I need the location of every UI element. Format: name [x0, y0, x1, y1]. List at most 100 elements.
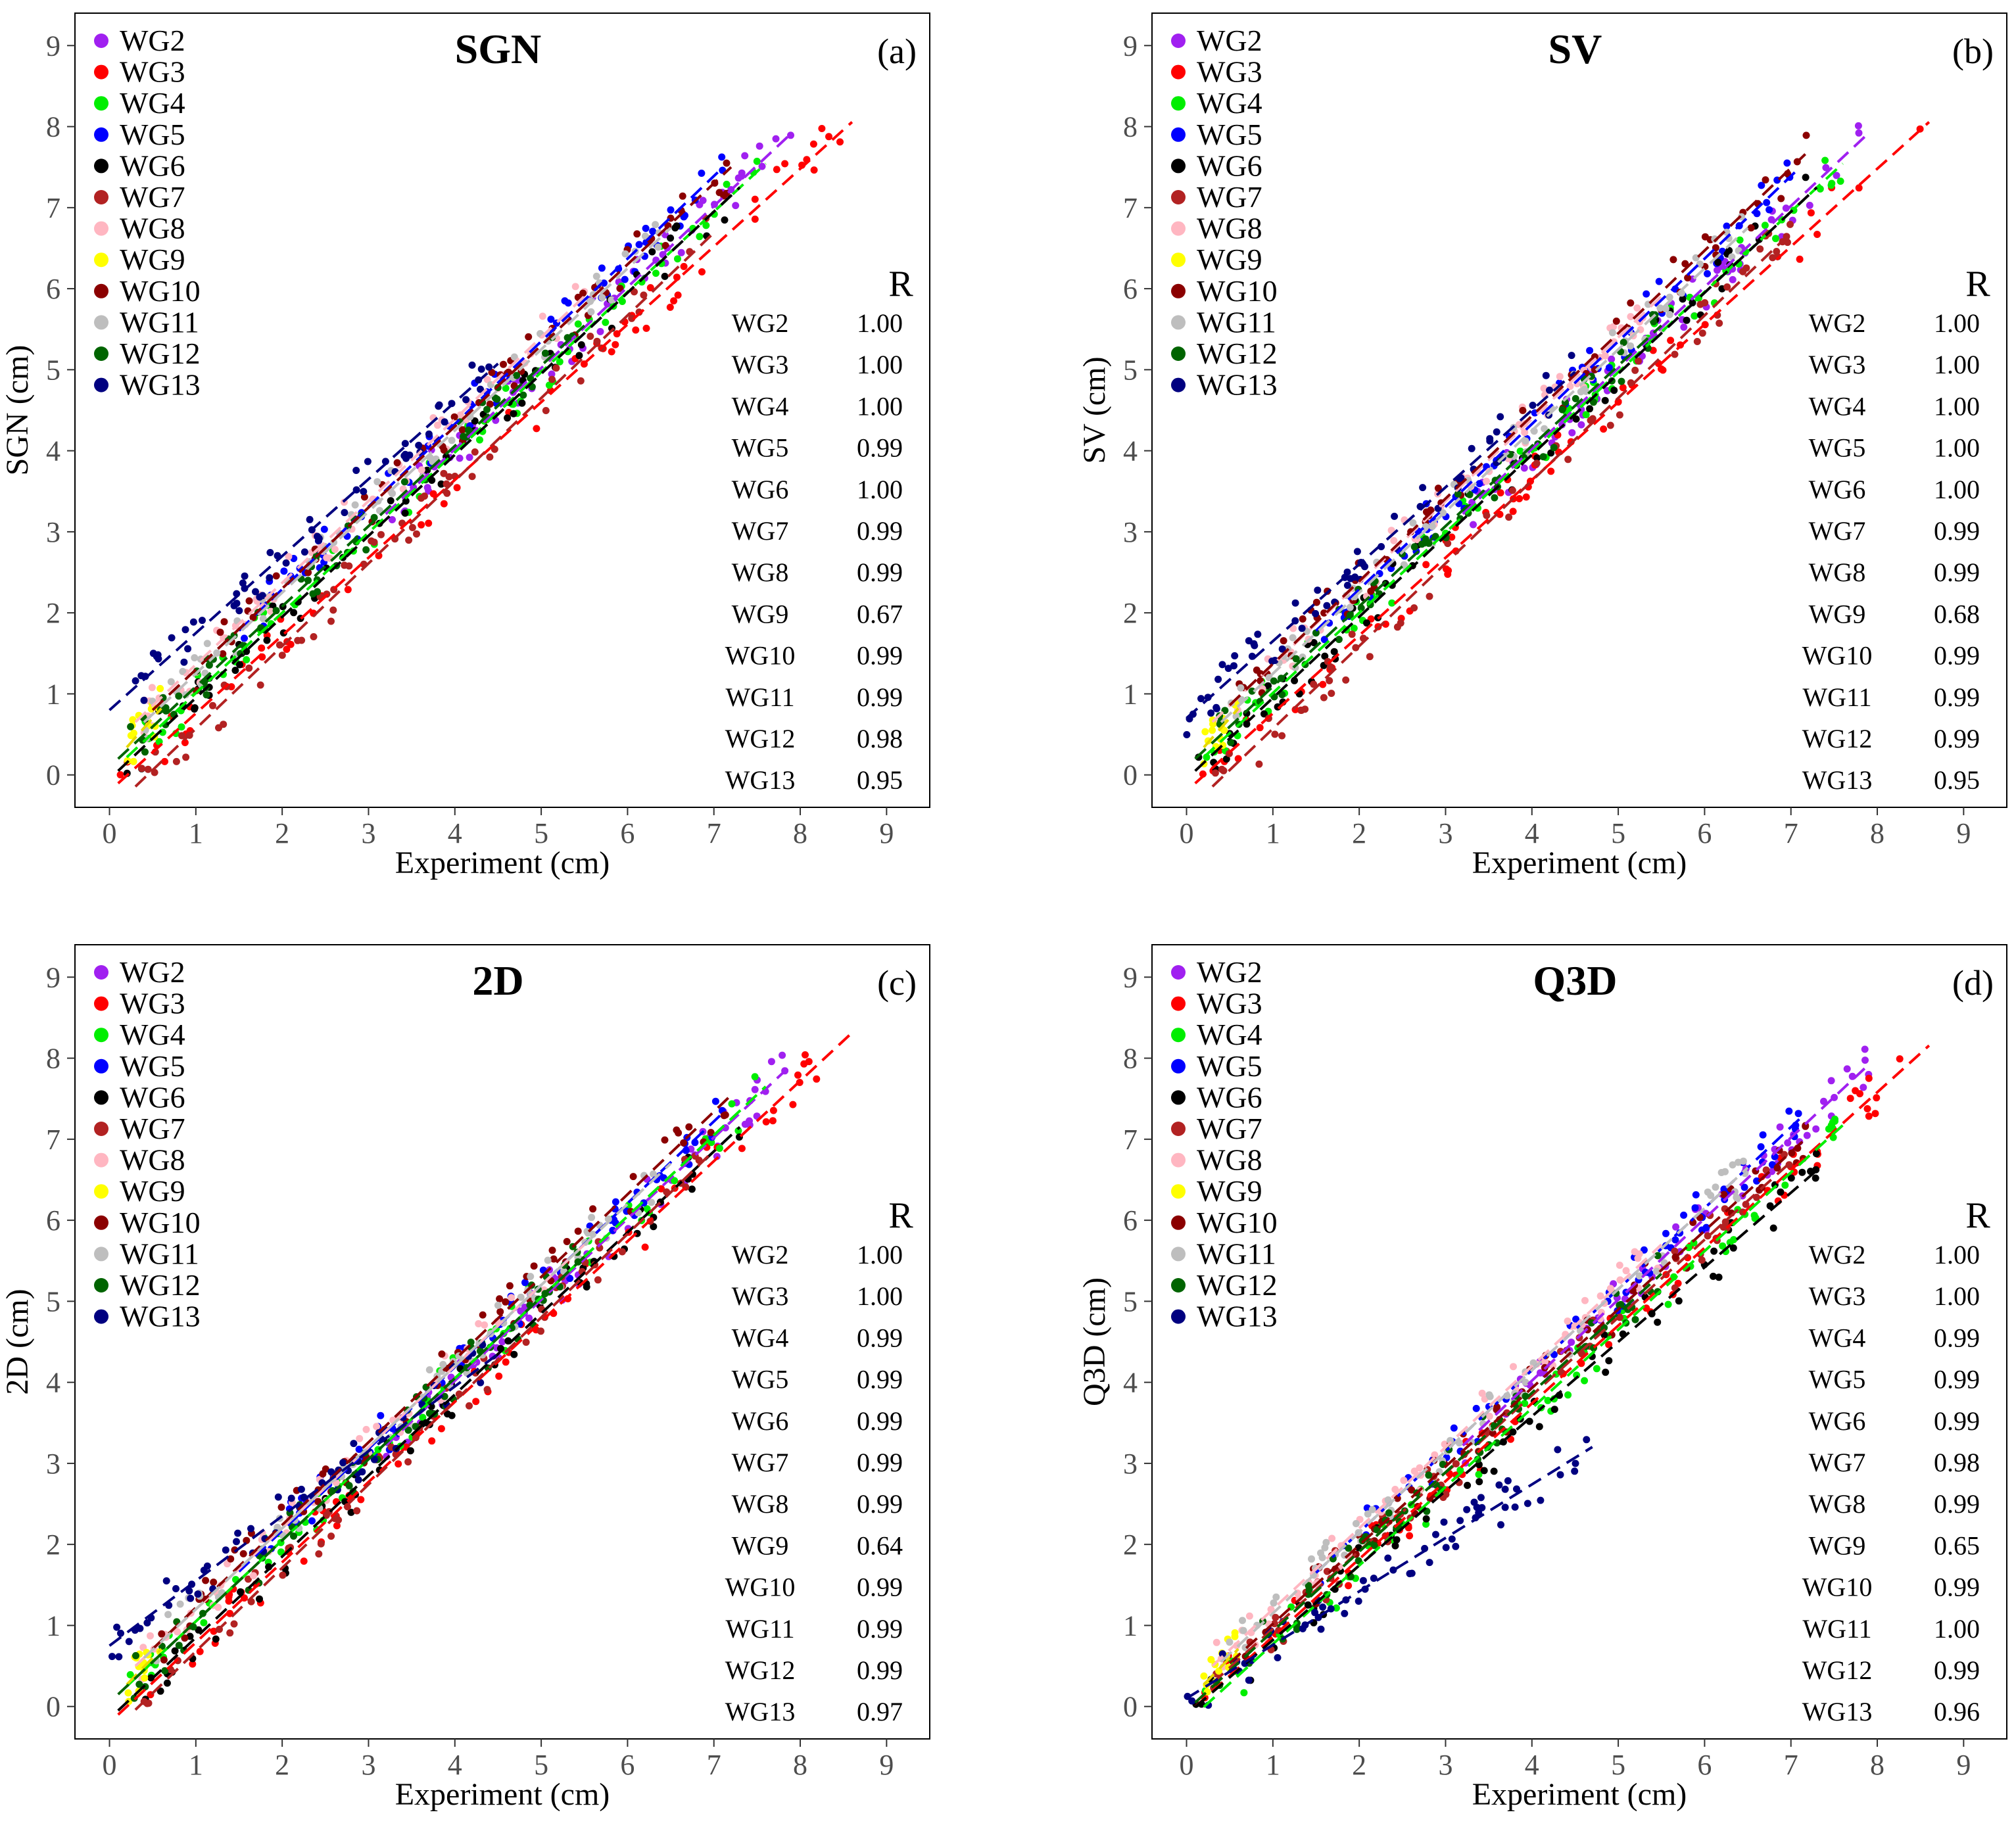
data-point-wg2 — [1831, 1093, 1838, 1101]
data-point-wg8 — [356, 1435, 364, 1442]
data-point-wg13 — [172, 1585, 180, 1592]
data-point-wg10 — [227, 1555, 235, 1563]
data-point-wg10 — [479, 1311, 487, 1319]
data-point-wg5 — [1765, 206, 1773, 214]
data-point-wg13 — [1298, 625, 1306, 632]
data-point-wg11 — [1728, 253, 1736, 261]
data-point-wg10 — [496, 1308, 504, 1316]
data-point-wg2 — [1806, 201, 1813, 209]
legend-label: WG11 — [120, 1237, 199, 1270]
r-table-value: 0.99 — [857, 1489, 903, 1519]
r-table-value: 0.99 — [857, 1323, 903, 1352]
data-point-wg12 — [1248, 687, 1256, 695]
data-point-wg4 — [1691, 312, 1698, 320]
data-point-wg6 — [650, 1223, 658, 1231]
data-point-wg4 — [674, 255, 681, 263]
data-point-wg5 — [1785, 1107, 1793, 1115]
data-point-wg7 — [631, 288, 638, 296]
data-point-wg3 — [1516, 495, 1524, 502]
data-point-wg10 — [661, 1136, 669, 1144]
data-point-wg8 — [1556, 373, 1564, 381]
data-point-wg2 — [456, 454, 464, 462]
legend-marker-wg3 — [1171, 64, 1186, 80]
data-point-wg4 — [1827, 181, 1835, 189]
data-point-wg8 — [1485, 1412, 1493, 1420]
legend-label: WG13 — [120, 368, 201, 402]
data-point-wg13 — [1572, 1459, 1579, 1467]
fit-line-wg13 — [108, 362, 499, 711]
data-point-wg13 — [113, 1623, 121, 1631]
legend-marker-wg12 — [1171, 1278, 1186, 1293]
data-point-wg7 — [486, 453, 494, 461]
data-point-wg10 — [458, 426, 466, 434]
data-point-wg13 — [1442, 1544, 1450, 1552]
data-point-wg13 — [1359, 1577, 1367, 1584]
data-point-wg5 — [612, 1198, 619, 1206]
data-point-wg13 — [187, 1594, 195, 1602]
data-point-wg6 — [401, 510, 409, 517]
data-point-wg5 — [1680, 1211, 1688, 1219]
data-point-wg7 — [1271, 730, 1279, 738]
data-point-wg10 — [220, 618, 228, 626]
legend-marker-wg5 — [94, 1058, 108, 1074]
y-tick-label: 7 — [46, 1124, 60, 1156]
data-point-wg7 — [294, 636, 302, 644]
data-point-wg13 — [341, 509, 348, 517]
data-point-wg6 — [1602, 1368, 1610, 1376]
data-point-wg13 — [297, 1485, 305, 1493]
data-point-wg8 — [1521, 429, 1529, 437]
r-table-value: 1.00 — [1934, 391, 1980, 421]
data-point-wg3 — [1509, 508, 1517, 515]
x-tick-label: 8 — [1870, 1749, 1884, 1781]
data-point-wg7 — [1616, 411, 1623, 419]
data-point-wg7 — [577, 377, 585, 385]
fit-line-wg7 — [1211, 1160, 1792, 1684]
data-point-wg7 — [405, 536, 413, 544]
data-point-wg5 — [1757, 1143, 1765, 1151]
data-point-wg13 — [252, 588, 259, 596]
data-point-wg7 — [353, 1507, 361, 1515]
data-point-wg3 — [1807, 209, 1815, 217]
data-point-wg11 — [1364, 1510, 1372, 1518]
data-point-wg13 — [441, 418, 448, 426]
data-point-wg13 — [352, 486, 360, 494]
data-point-wg8 — [147, 1632, 154, 1640]
data-point-wg13 — [162, 1577, 170, 1585]
data-point-wg6 — [1675, 1297, 1683, 1305]
data-point-wg6 — [1535, 1423, 1543, 1431]
x-tick-label: 9 — [879, 817, 894, 849]
data-point-wg11 — [164, 1611, 172, 1619]
data-point-wg11 — [1635, 1272, 1643, 1280]
data-point-wg8 — [1581, 1296, 1589, 1304]
data-point-wg7 — [1631, 366, 1639, 374]
panel-a: 0 1 2 3 4 5 6 7 8 9 0 1 2 3 4 5 6 7 8 9 Experiment (cm) SGN (… — [0, 12, 930, 880]
legend-label: WG7 — [1197, 180, 1262, 214]
data-point-wg13 — [1319, 1603, 1327, 1611]
data-point-wg6 — [256, 1595, 263, 1603]
x-tick-label: 8 — [793, 1749, 807, 1781]
data-point-wg13 — [1452, 1542, 1460, 1550]
r-table-group: WG12 — [1802, 724, 1873, 753]
data-point-wg13 — [132, 677, 139, 685]
data-point-wg7 — [1564, 456, 1572, 463]
data-point-wg2 — [1568, 429, 1576, 437]
data-point-wg5 — [1692, 1191, 1700, 1198]
data-point-wg11 — [650, 1170, 657, 1178]
data-point-wg13 — [314, 533, 321, 540]
data-point-wg3 — [1448, 533, 1456, 541]
data-point-wg8 — [539, 312, 546, 320]
data-point-wg2 — [751, 1085, 759, 1093]
legend-marker-wg7 — [1171, 190, 1186, 204]
data-point-wg13 — [415, 441, 423, 449]
data-point-wg10 — [720, 1112, 728, 1120]
data-point-wg7 — [542, 407, 550, 414]
data-point-wg4 — [1821, 156, 1829, 164]
data-point-wg5 — [1586, 346, 1594, 354]
data-point-wg11 — [588, 1214, 596, 1222]
data-point-wg13 — [1355, 1598, 1362, 1605]
data-point-wg13 — [233, 1538, 240, 1546]
data-point-wg10 — [1777, 195, 1785, 202]
data-point-wg6 — [1777, 1188, 1785, 1196]
data-point-wg8 — [1245, 1612, 1253, 1620]
data-point-wg11 — [1522, 1379, 1529, 1386]
